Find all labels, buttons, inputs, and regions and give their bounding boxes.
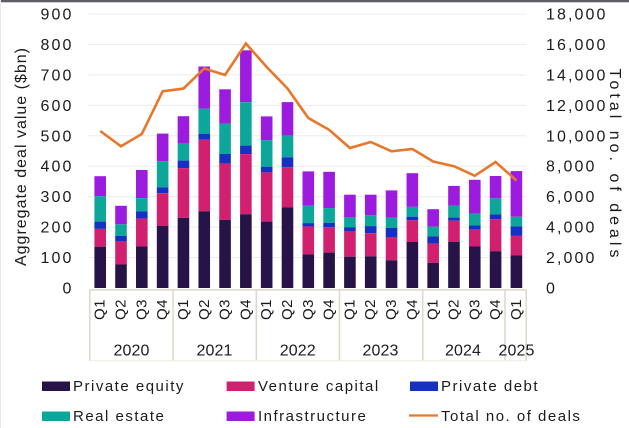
svg-text:2022: 2022	[280, 343, 316, 360]
svg-text:900: 900	[41, 7, 74, 24]
svg-text:2,000: 2,000	[546, 250, 597, 267]
svg-text:18,000: 18,000	[546, 7, 608, 24]
svg-text:300: 300	[41, 189, 74, 206]
svg-text:2024: 2024	[445, 343, 481, 360]
svg-text:Real estate: Real estate	[73, 408, 165, 425]
svg-text:Q1: Q1	[92, 299, 109, 320]
svg-text:700: 700	[41, 67, 74, 84]
svg-text:800: 800	[41, 37, 74, 54]
svg-text:8,000: 8,000	[546, 159, 597, 176]
svg-text:Venture capital: Venture capital	[258, 378, 380, 395]
svg-text:Q2: Q2	[196, 299, 213, 320]
svg-text:0: 0	[63, 281, 74, 298]
svg-text:4,000: 4,000	[546, 220, 597, 237]
svg-text:Q3: Q3	[217, 299, 234, 320]
svg-text:16,000: 16,000	[546, 37, 608, 54]
svg-text:12,000: 12,000	[546, 98, 608, 115]
svg-text:Q4: Q4	[237, 299, 254, 320]
svg-text:Infrastructure: Infrastructure	[258, 408, 367, 425]
svg-text:Q1: Q1	[508, 299, 525, 320]
svg-text:10,000: 10,000	[546, 128, 608, 145]
svg-text:Private equity: Private equity	[73, 378, 185, 395]
svg-text:200: 200	[41, 220, 74, 237]
svg-text:Aggregate deal value ($bn): Aggregate deal value ($bn)	[13, 47, 30, 266]
svg-text:2023: 2023	[363, 343, 399, 360]
svg-text:Q3: Q3	[466, 299, 483, 320]
svg-text:0: 0	[546, 281, 557, 298]
svg-text:Q3: Q3	[383, 299, 400, 320]
svg-text:500: 500	[41, 128, 74, 145]
svg-text:Total no. of deals: Total no. of deals	[441, 408, 581, 425]
svg-text:Q2: Q2	[113, 299, 130, 320]
svg-text:Q3: Q3	[133, 299, 150, 320]
svg-text:Q3: Q3	[300, 299, 317, 320]
svg-text:Total no. of deals: Total no. of deals	[606, 69, 623, 262]
svg-text:Q2: Q2	[362, 299, 379, 320]
svg-text:100: 100	[41, 250, 74, 267]
svg-text:Q4: Q4	[487, 299, 504, 320]
svg-text:Q1: Q1	[175, 299, 192, 320]
svg-text:Q4: Q4	[404, 299, 421, 320]
svg-text:14,000: 14,000	[546, 67, 608, 84]
svg-text:Q4: Q4	[321, 299, 338, 320]
svg-text:Q1: Q1	[341, 299, 358, 320]
svg-text:Q2: Q2	[279, 299, 296, 320]
svg-text:Q1: Q1	[258, 299, 275, 320]
svg-text:400: 400	[41, 159, 74, 176]
svg-text:Private debt: Private debt	[441, 378, 539, 395]
svg-text:600: 600	[41, 98, 74, 115]
svg-text:Q1: Q1	[425, 299, 442, 320]
svg-text:6,000: 6,000	[546, 189, 597, 206]
svg-text:2021: 2021	[197, 343, 233, 360]
svg-text:2025: 2025	[499, 343, 535, 360]
svg-text:2020: 2020	[114, 343, 150, 360]
svg-text:Q4: Q4	[154, 299, 171, 320]
svg-text:Q2: Q2	[445, 299, 462, 320]
